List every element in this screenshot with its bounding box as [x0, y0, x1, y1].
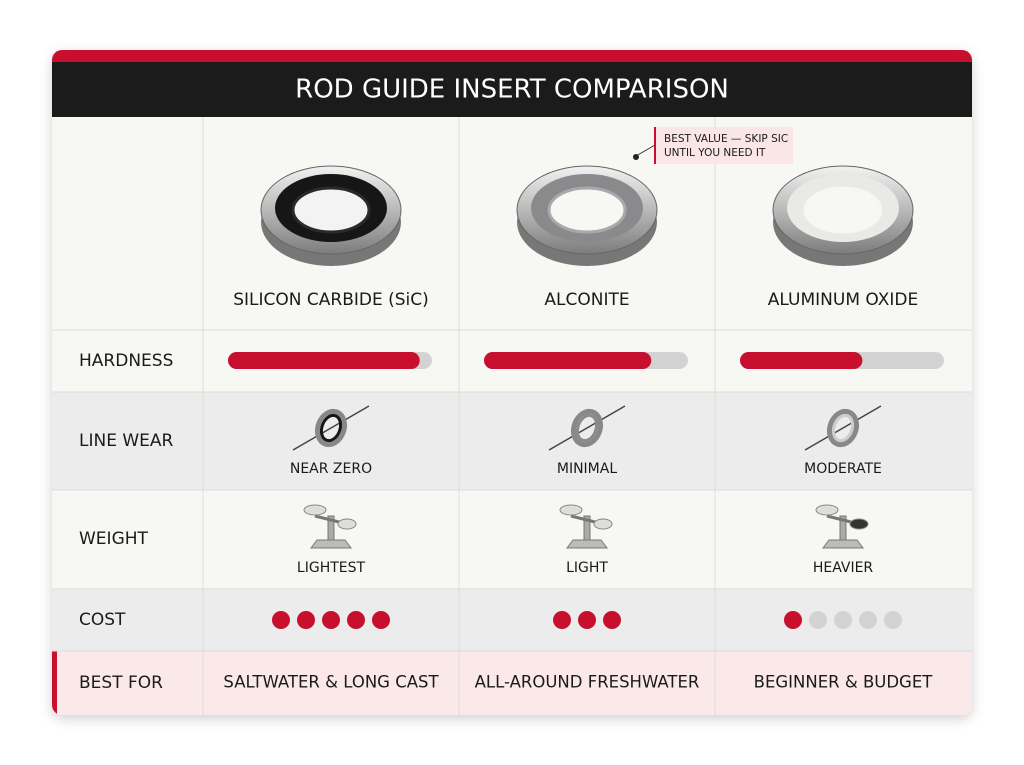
- best-for-label: BEGINNER & BUDGET: [754, 673, 934, 692]
- grid: [52, 117, 972, 715]
- line: [292, 405, 370, 451]
- hardness-bar: [484, 352, 652, 369]
- row-label: LINE WEAR: [79, 431, 174, 451]
- scale-post: [583, 515, 591, 541]
- scale-base: [822, 539, 864, 549]
- cost-dot-empty: [834, 611, 852, 629]
- column-name: ALUMINUM OXIDE: [768, 290, 918, 310]
- cost-dot-filled: [297, 611, 315, 629]
- icon-ring: [826, 408, 860, 448]
- cost-dot-filled: [347, 611, 365, 629]
- row-bg: [52, 651, 972, 715]
- column-name: ALCONITE: [544, 290, 629, 310]
- annotation-box: [655, 127, 793, 164]
- scale-post: [839, 515, 847, 541]
- icon-ring: [570, 408, 604, 448]
- hardness-bar: [740, 352, 863, 369]
- cost-dot-filled: [372, 611, 390, 629]
- ring-hole: [547, 186, 627, 234]
- cost-dot-empty: [809, 611, 827, 629]
- line-wear-icon: [804, 405, 882, 451]
- scale-post: [327, 515, 335, 541]
- scale-pan: [337, 518, 357, 530]
- weight-icon: [559, 504, 613, 549]
- cost-dot-filled: [553, 611, 571, 629]
- line-wear-label: NEAR ZERO: [290, 461, 372, 477]
- annotation-pointer: [635, 144, 656, 157]
- row-label: BEST FOR: [79, 673, 163, 693]
- weight-label: LIGHT: [566, 560, 608, 576]
- top-stripe: [52, 50, 972, 64]
- row-label: WEIGHT: [79, 529, 149, 549]
- scale-pan: [303, 504, 327, 516]
- annotation-text: UNTIL YOU NEED IT: [664, 147, 766, 159]
- cost-dot-filled: [603, 611, 621, 629]
- line-wear-label: MINIMAL: [557, 461, 617, 477]
- icon-ring: [314, 408, 348, 448]
- column-name: SILICON CARBIDE (SiC): [233, 290, 429, 310]
- row-label: COST: [79, 610, 126, 630]
- hardness-bar: [228, 352, 420, 369]
- icon-insert: [319, 413, 343, 443]
- weight-label: HEAVIER: [813, 560, 874, 576]
- annotation-dot: [633, 154, 639, 160]
- line: [548, 405, 626, 451]
- weight-icon: [815, 504, 869, 549]
- row-label: HARDNESS: [79, 351, 173, 371]
- cost-dot-empty: [884, 611, 902, 629]
- ring-hole: [291, 186, 371, 234]
- scale-pan: [593, 518, 613, 530]
- ring-image: [772, 165, 914, 266]
- best-for-label: SALTWATER & LONG CAST: [223, 673, 439, 692]
- scale-pan: [849, 518, 869, 530]
- line-wear-icon: [548, 405, 626, 451]
- cost-dot-filled: [578, 611, 596, 629]
- line-wear-label: MODERATE: [804, 461, 882, 477]
- accent-bar: [52, 651, 57, 715]
- title: ROD GUIDE INSERT COMPARISON: [295, 75, 729, 105]
- weight-label: LIGHTEST: [297, 560, 366, 576]
- icon-insert: [831, 413, 855, 443]
- header-bar: [52, 62, 972, 117]
- best-for-label: ALL-AROUND FRESHWATER: [475, 673, 700, 692]
- scale-pan: [559, 504, 583, 516]
- scale-pan: [815, 504, 839, 516]
- cost-dot-filled: [272, 611, 290, 629]
- ring-image: [516, 165, 658, 266]
- cost-dot-empty: [859, 611, 877, 629]
- line-wear-icon: [292, 405, 370, 451]
- line: [804, 405, 882, 451]
- ring-image: [260, 165, 402, 266]
- cost-dot-filled: [784, 611, 802, 629]
- scale-base: [566, 539, 608, 549]
- scale-base: [310, 539, 352, 549]
- ring-hole: [803, 186, 883, 234]
- annotation-text: BEST VALUE — SKIP SIC: [664, 133, 788, 145]
- weight-icon: [303, 504, 357, 549]
- icon-insert: [575, 413, 599, 443]
- cost-dot-filled: [322, 611, 340, 629]
- row-bg: [52, 392, 972, 490]
